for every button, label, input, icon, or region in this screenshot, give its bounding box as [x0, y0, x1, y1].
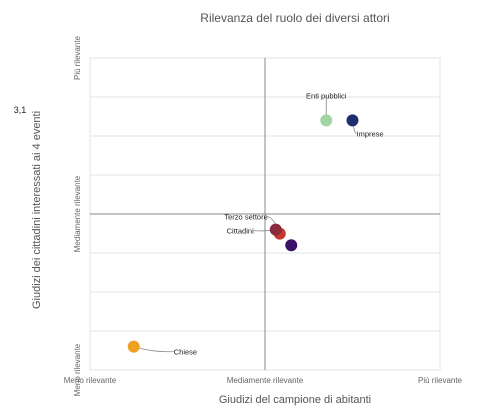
chart-title: Rilevanza del ruolo dei diversi attori: [200, 11, 389, 25]
data-point: [346, 114, 359, 127]
leader-line: [133, 346, 174, 353]
data-point: [127, 340, 140, 353]
side-note: 3,1: [14, 105, 27, 115]
y-axis-title: Giudizi dei cittadini interessati ai 4 e…: [31, 111, 43, 309]
point-label: Enti pubblici: [306, 91, 347, 100]
x-axis-title: Giudizi del campione di abitanti: [219, 394, 371, 406]
point-label: Imprese: [357, 129, 384, 138]
data-point: [320, 114, 333, 127]
point-label: Terzo settore: [224, 213, 267, 222]
x-tick-label: Più rilevante: [418, 376, 463, 385]
tick-labels: Meno rilevante Mediamente rilevante Più ri…: [64, 35, 463, 396]
data-point: [269, 223, 282, 236]
y-tick-label: Più rilevante: [73, 35, 82, 80]
y-tick-label: Meno rilevante: [73, 343, 82, 396]
data-point: [285, 239, 298, 252]
leader-lines: [133, 95, 357, 353]
point-label: Chiese: [174, 348, 197, 357]
point-label: Cittadini: [227, 227, 254, 236]
axes: [90, 58, 440, 370]
point-labels: Enti pubblici Imprese Terzo settore Cittadi…: [174, 91, 384, 356]
data-points: [127, 114, 359, 353]
x-tick-label: Mediamente rilevante: [227, 376, 304, 385]
y-tick-label: Mediamente rilevante: [73, 175, 82, 252]
x-tick-label: Meno rilevante: [64, 376, 117, 385]
